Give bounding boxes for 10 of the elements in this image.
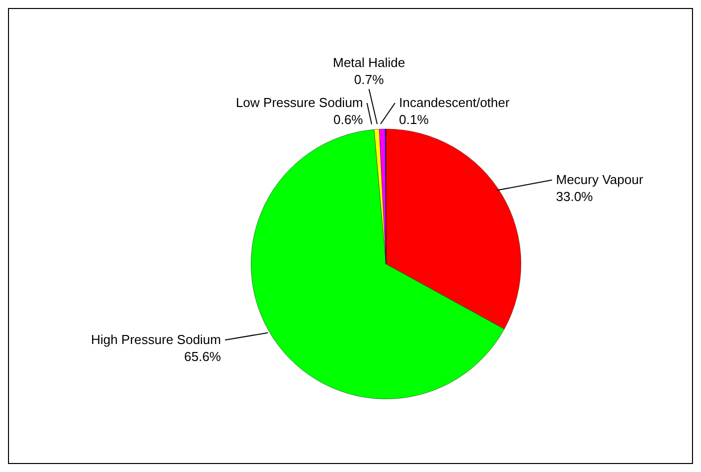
slice-label: Mecury Vapour: [556, 172, 644, 187]
slice-label: Metal Halide: [332, 55, 406, 70]
data-label: 0.7%: [354, 72, 384, 87]
data-label: 33.0%: [556, 189, 594, 204]
slice-label: High Pressure Sodium: [90, 332, 221, 347]
slice-label: Incandescent/other: [399, 95, 510, 110]
slice-label: Low Pressure Sodium: [236, 95, 363, 110]
data-label: 65.6%: [184, 349, 222, 364]
data-label: 0.6%: [333, 112, 364, 127]
data-label: 0.1%: [399, 112, 430, 127]
